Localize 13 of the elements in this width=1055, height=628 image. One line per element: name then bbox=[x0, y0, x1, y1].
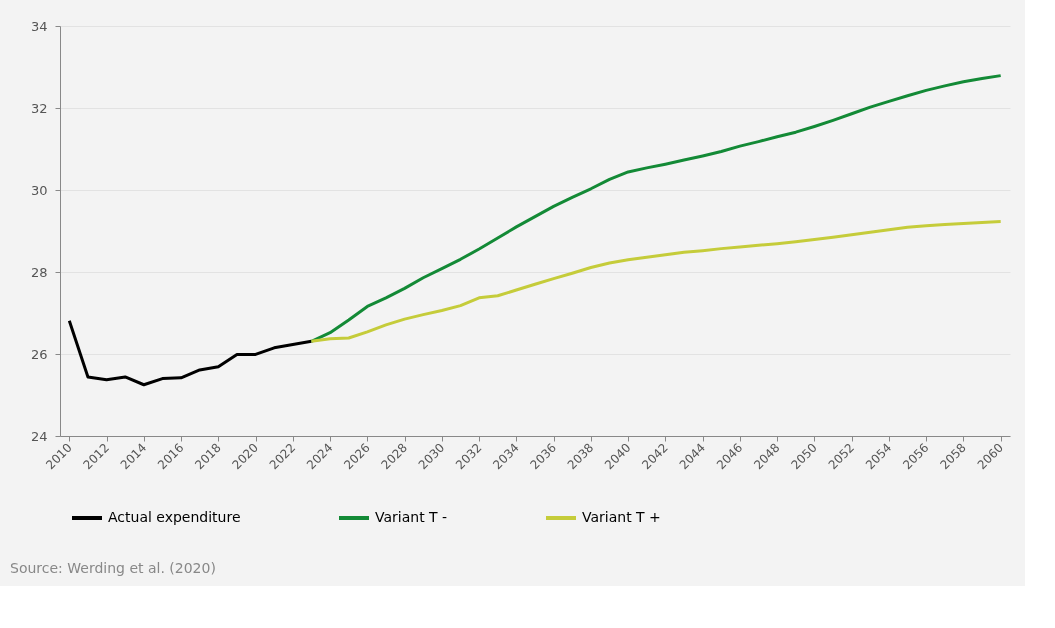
y-tick-label: 26 bbox=[30, 346, 48, 362]
y-tick-label: 34 bbox=[30, 18, 48, 34]
y-tick-label: 30 bbox=[30, 182, 48, 198]
line-series bbox=[309, 74, 1003, 343]
legend-label: Actual expenditure bbox=[108, 509, 241, 525]
y-tick-label: 32 bbox=[30, 100, 48, 116]
legend-label: Variant T - bbox=[375, 509, 448, 525]
legend-label: Variant T + bbox=[582, 509, 661, 525]
source-note: Source: Werding et al. (2020) bbox=[10, 560, 216, 576]
y-tick-label: 24 bbox=[30, 428, 48, 444]
y-tick-label: 28 bbox=[30, 264, 48, 280]
line-series bbox=[309, 220, 1003, 343]
line-series bbox=[67, 319, 313, 387]
